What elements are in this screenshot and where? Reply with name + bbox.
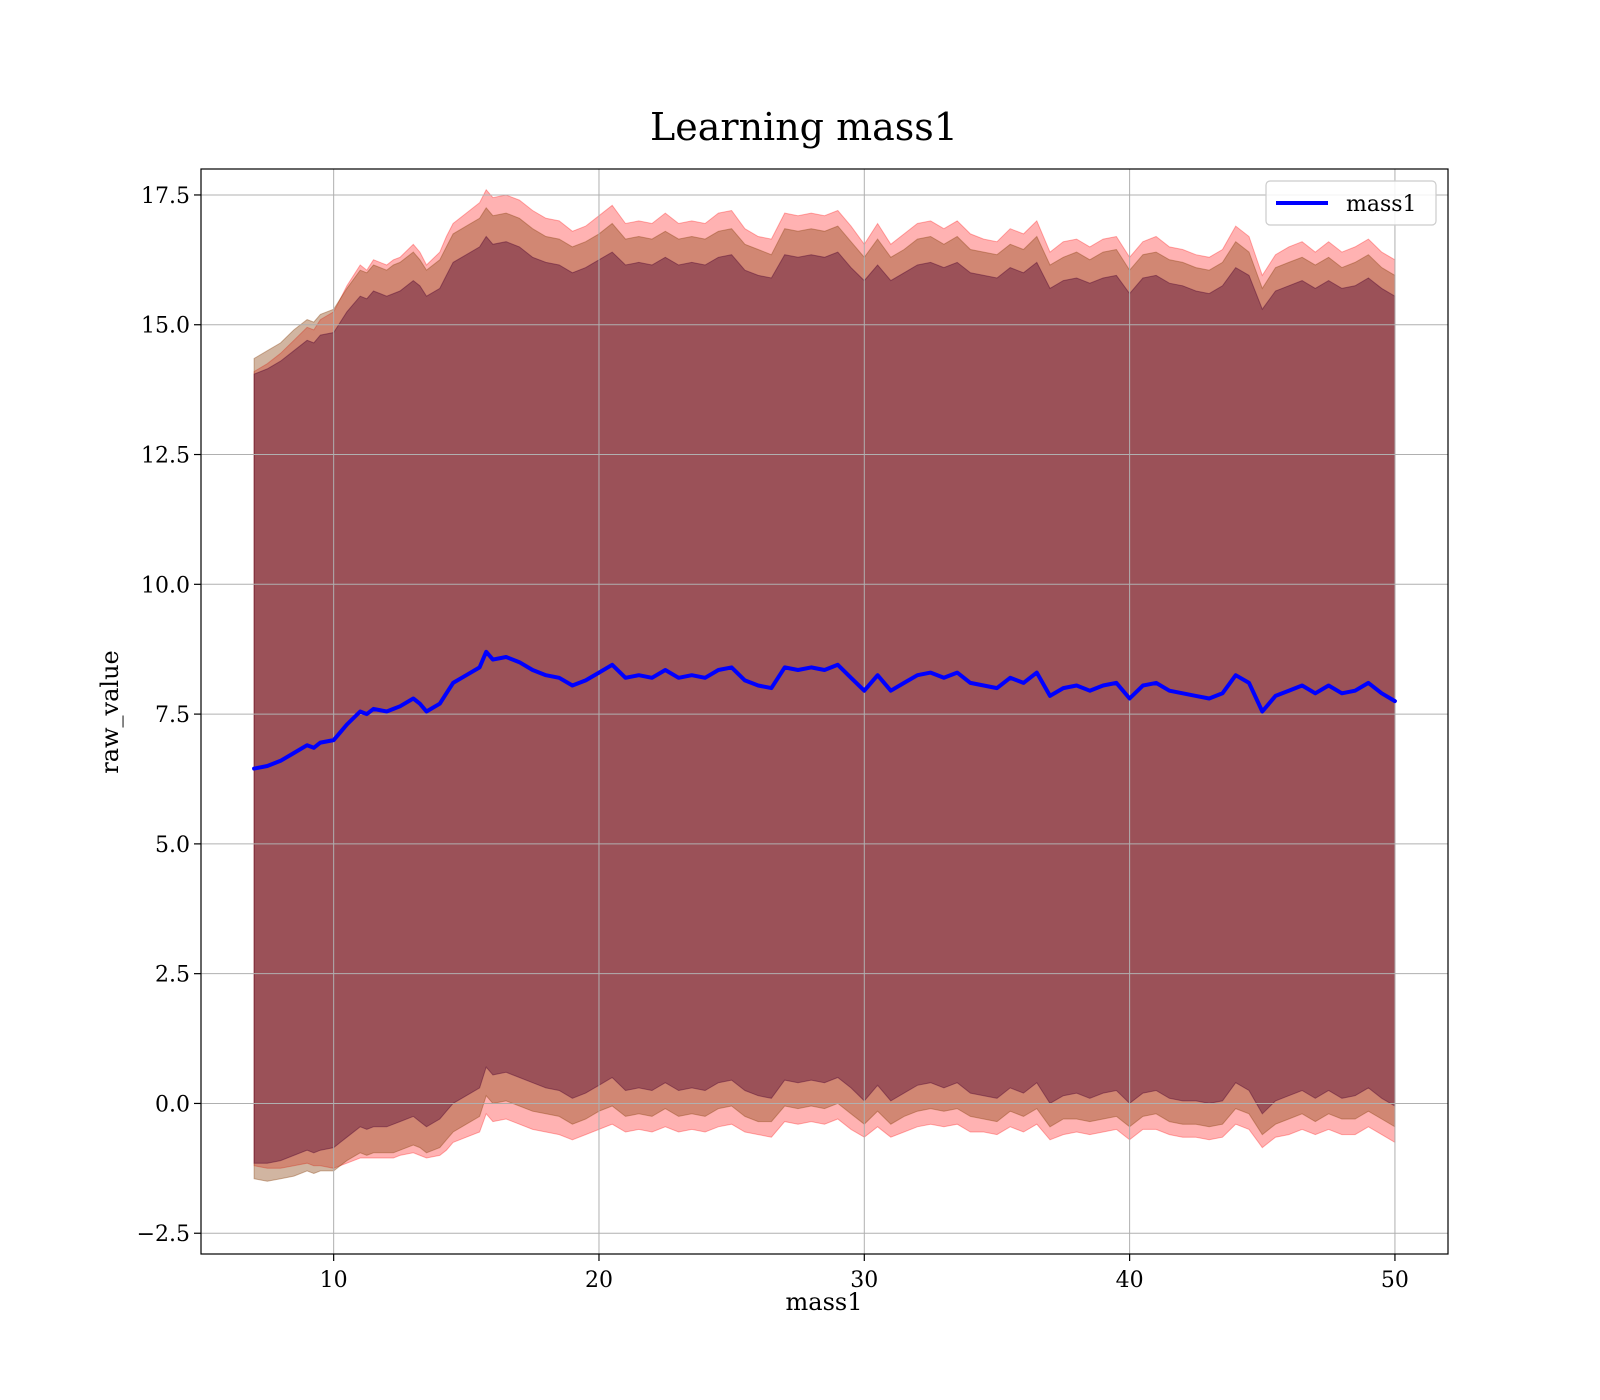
legend: mass1: [1265, 180, 1437, 226]
x-tick-label: 40: [1116, 1268, 1144, 1293]
y-tick-label: 17.5: [141, 184, 190, 209]
y-axis-label: raw_value: [96, 650, 124, 774]
y-tick-label: 5.0: [155, 833, 190, 858]
y-tick-label: −2.5: [137, 1222, 190, 1247]
y-tick-label: 10.0: [141, 573, 190, 598]
y-axis-ticks: −2.5 0.0 2.5 5.0 7.5 10.0 12.5 15.0 17.5: [137, 184, 201, 1247]
plot-frame: [200, 168, 1449, 1255]
y-tick-label: 0.0: [155, 1092, 190, 1117]
series-line-mass1: [252, 649, 1397, 771]
x-tick-label: 30: [850, 1268, 878, 1293]
chart-title: Learning mass1: [650, 105, 958, 149]
x-axis-label: mass1: [786, 1288, 863, 1316]
legend-box: [1265, 180, 1437, 226]
x-tick-label: 50: [1381, 1268, 1409, 1293]
legend-label-mass1: mass1: [1346, 192, 1417, 217]
grid-lines: [201, 169, 1448, 1254]
y-tick-label: 12.5: [141, 444, 190, 469]
y-tick-label: 7.5: [155, 703, 190, 728]
plot-area: [200, 168, 1449, 1255]
y-tick-label: 15.0: [141, 314, 190, 339]
confidence-bands: [253, 188, 1396, 1182]
x-tick-label: 20: [585, 1268, 613, 1293]
x-tick-label: 10: [320, 1268, 348, 1293]
band-inner: [253, 235, 1396, 1164]
x-axis-ticks: 10 20 30 40 50: [320, 1254, 1409, 1293]
y-tick-label: 2.5: [155, 963, 190, 988]
